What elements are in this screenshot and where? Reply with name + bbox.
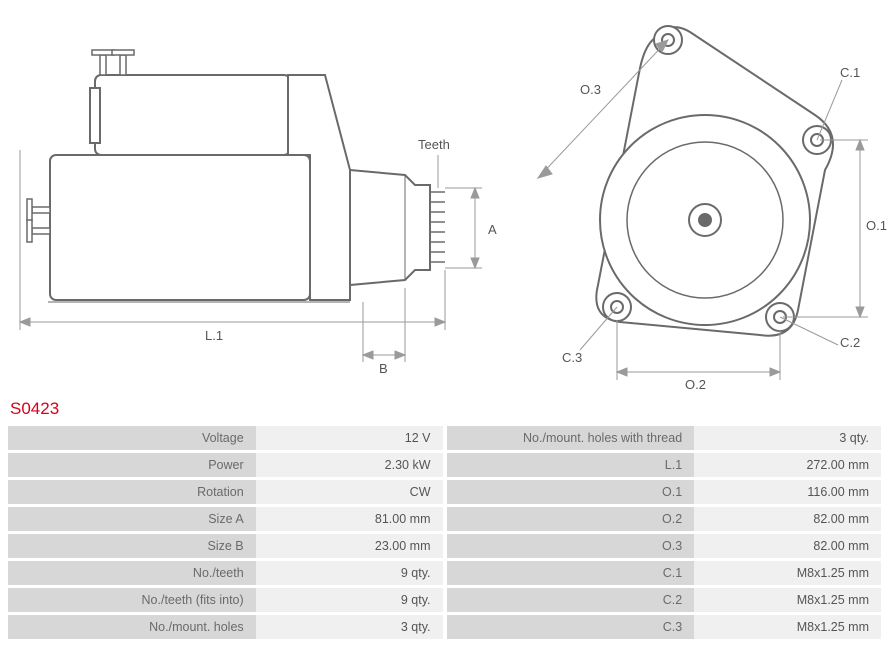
spec-row: Power2.30 kW: [8, 453, 443, 477]
spec-value: 23.00 mm: [256, 534, 443, 558]
label-C3: C.3: [562, 350, 582, 365]
spec-label: Power: [8, 453, 256, 477]
label-O2: O.2: [685, 377, 706, 392]
label-O1: O.1: [866, 218, 887, 233]
spec-label: O.3: [447, 534, 695, 558]
spec-value: CW: [256, 480, 443, 504]
spec-row: RotationCW: [8, 480, 443, 504]
front-view-diagram: O.3 C.1 O.1 C.2 C.3 O.2: [520, 10, 880, 395]
spec-value: 81.00 mm: [256, 507, 443, 531]
label-teeth: Teeth: [418, 137, 450, 152]
spec-value: 3 qty.: [256, 615, 443, 639]
spec-label: C.3: [447, 615, 695, 639]
spec-value: M8x1.25 mm: [694, 615, 881, 639]
spec-value: 2.30 kW: [256, 453, 443, 477]
spec-value: 116.00 mm: [694, 480, 881, 504]
diagram-area: Teeth A L.1 B: [0, 0, 889, 395]
spec-value: 9 qty.: [256, 561, 443, 585]
spec-value: 272.00 mm: [694, 453, 881, 477]
spec-label: Size A: [8, 507, 256, 531]
spec-value: 82.00 mm: [694, 507, 881, 531]
label-B: B: [379, 361, 388, 376]
spec-label: No./teeth: [8, 561, 256, 585]
spec-row: Voltage12 V: [8, 426, 443, 450]
spec-label: Size B: [8, 534, 256, 558]
spec-value: 9 qty.: [256, 588, 443, 612]
spec-row: O.282.00 mm: [447, 507, 882, 531]
spec-value: 3 qty.: [694, 426, 881, 450]
spec-tables: Voltage12 VPower2.30 kWRotationCWSize A8…: [0, 423, 889, 642]
spec-value: M8x1.25 mm: [694, 561, 881, 585]
spec-label: O.2: [447, 507, 695, 531]
label-C1: C.1: [840, 65, 860, 80]
spec-row: No./teeth (fits into)9 qty.: [8, 588, 443, 612]
spec-row: O.1116.00 mm: [447, 480, 882, 504]
spec-table-left: Voltage12 VPower2.30 kWRotationCWSize A8…: [8, 423, 443, 642]
spec-label: No./mount. holes with thread: [447, 426, 695, 450]
spec-row: C.2M8x1.25 mm: [447, 588, 882, 612]
spec-value: M8x1.25 mm: [694, 588, 881, 612]
side-view-diagram: Teeth A L.1 B: [10, 10, 520, 395]
spec-table-right: No./mount. holes with thread3 qty. L.1272…: [447, 423, 882, 642]
label-L1: L.1: [205, 328, 223, 343]
spec-row: Size A81.00 mm: [8, 507, 443, 531]
spec-value: 82.00 mm: [694, 534, 881, 558]
spec-label: Rotation: [8, 480, 256, 504]
spec-label: L.1: [447, 453, 695, 477]
spec-row: O.382.00 mm: [447, 534, 882, 558]
spec-label: O.1: [447, 480, 695, 504]
spec-label: No./teeth (fits into): [8, 588, 256, 612]
spec-label: C.2: [447, 588, 695, 612]
spec-label: C.1: [447, 561, 695, 585]
spec-row: No./teeth9 qty.: [8, 561, 443, 585]
label-C2: C.2: [840, 335, 860, 350]
spec-row: C.1M8x1.25 mm: [447, 561, 882, 585]
spec-row: C.3M8x1.25 mm: [447, 615, 882, 639]
side-view-svg: [10, 10, 520, 390]
spec-row: No./mount. holes with thread3 qty.: [447, 426, 882, 450]
spec-label: No./mount. holes: [8, 615, 256, 639]
spec-row: No./mount. holes3 qty.: [8, 615, 443, 639]
spec-row: Size B23.00 mm: [8, 534, 443, 558]
label-A: A: [488, 222, 497, 237]
front-view-svg: [520, 10, 880, 390]
spec-label: Voltage: [8, 426, 256, 450]
label-O3: O.3: [580, 82, 601, 97]
part-number: S0423: [0, 395, 889, 423]
spec-row: L.1272.00 mm: [447, 453, 882, 477]
spec-value: 12 V: [256, 426, 443, 450]
